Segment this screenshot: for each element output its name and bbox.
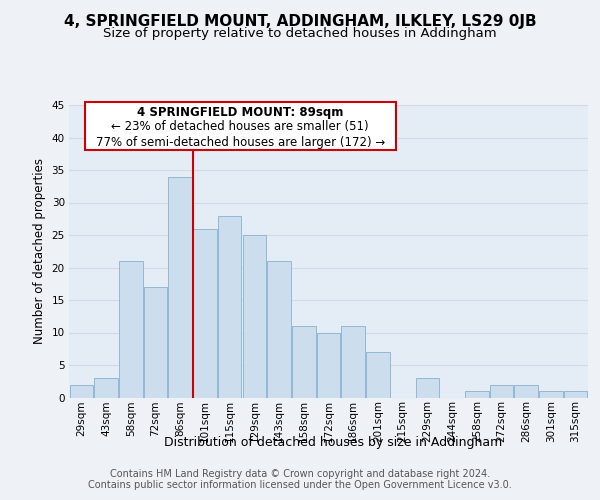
Bar <box>242 235 266 398</box>
Bar <box>465 391 488 398</box>
Bar <box>292 326 316 398</box>
Bar <box>193 228 217 398</box>
Text: Size of property relative to detached houses in Addingham: Size of property relative to detached ho… <box>103 28 497 40</box>
Bar <box>94 378 118 398</box>
Text: ← 23% of detached houses are smaller (51): ← 23% of detached houses are smaller (51… <box>112 120 369 133</box>
Bar <box>218 216 241 398</box>
Bar <box>70 384 93 398</box>
Bar <box>144 287 167 398</box>
Bar <box>317 332 340 398</box>
Bar <box>169 176 192 398</box>
Text: 77% of semi-detached houses are larger (172) →: 77% of semi-detached houses are larger (… <box>95 136 385 149</box>
FancyBboxPatch shape <box>85 102 396 150</box>
Bar <box>490 384 513 398</box>
Bar <box>119 261 143 398</box>
Text: Distribution of detached houses by size in Addingham: Distribution of detached houses by size … <box>164 436 502 449</box>
Bar <box>564 391 587 398</box>
Y-axis label: Number of detached properties: Number of detached properties <box>33 158 46 344</box>
Bar <box>268 261 291 398</box>
Bar <box>416 378 439 398</box>
Text: 4 SPRINGFIELD MOUNT: 89sqm: 4 SPRINGFIELD MOUNT: 89sqm <box>137 106 343 119</box>
Bar <box>539 391 563 398</box>
Text: Contains public sector information licensed under the Open Government Licence v3: Contains public sector information licen… <box>88 480 512 490</box>
Bar <box>366 352 389 398</box>
Text: Contains HM Land Registry data © Crown copyright and database right 2024.: Contains HM Land Registry data © Crown c… <box>110 469 490 479</box>
Text: 4, SPRINGFIELD MOUNT, ADDINGHAM, ILKLEY, LS29 0JB: 4, SPRINGFIELD MOUNT, ADDINGHAM, ILKLEY,… <box>64 14 536 29</box>
Bar <box>514 384 538 398</box>
Bar <box>341 326 365 398</box>
